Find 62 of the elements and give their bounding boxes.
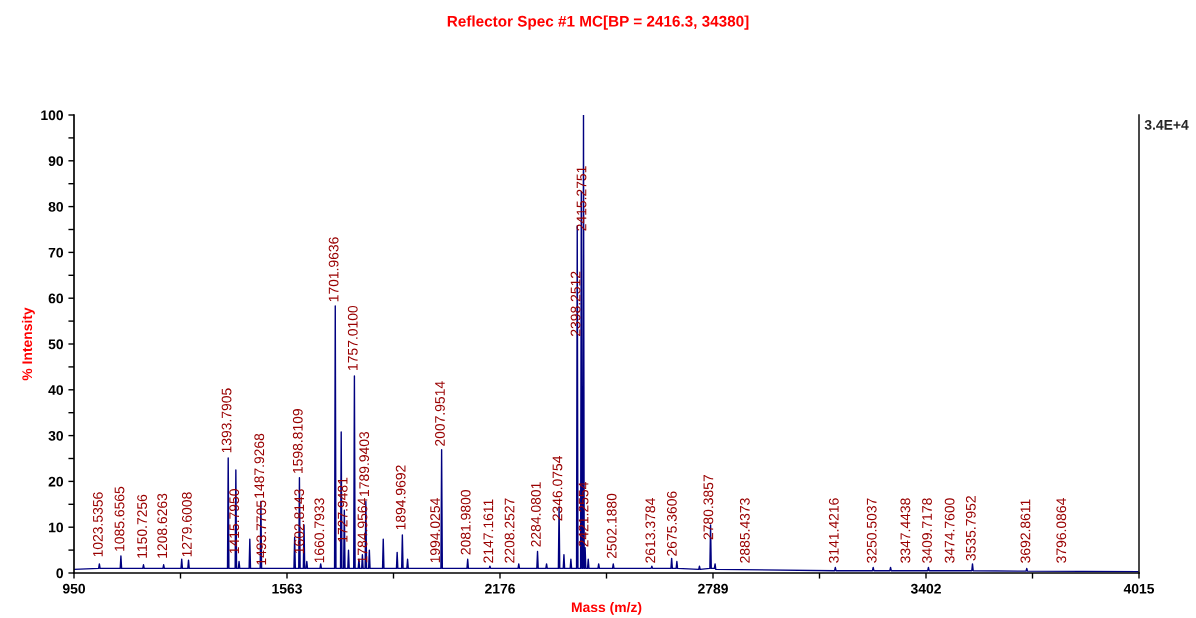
y-tick-label: 40 (48, 385, 64, 395)
annotation: 2007.9514 (435, 381, 445, 446)
annotation: 2147.1611 (483, 499, 494, 563)
y-tick-label: 100 (41, 110, 64, 121)
annotation: 2502.1880 (606, 493, 617, 559)
annotation: 2780.3857 (703, 475, 714, 540)
annotation: 2415.2751 (576, 166, 587, 231)
x-tick-label: 4015 (1123, 583, 1155, 594)
annotation: 1415.7950 (229, 489, 240, 554)
y-axis-title: % Intensity (21, 307, 35, 381)
annotation: 3409.7178 (922, 498, 932, 563)
annotation: 3347.4438 (900, 498, 911, 563)
annotation: 1023.5356 (92, 492, 103, 557)
text: 3.4E+4 (1144, 119, 1189, 130)
annotation: 3141.4216 (828, 498, 839, 563)
annotation: 2675.3606 (666, 491, 677, 556)
y-tick-label: 30 (48, 430, 64, 441)
annotation: 2081.9800 (460, 490, 471, 555)
y-tick-label: 20 (48, 476, 64, 487)
annotation: 2398.2512 (570, 271, 581, 336)
annotation: 2885.4373 (739, 498, 750, 563)
annotation: 1894.9692 (395, 465, 406, 530)
annotation: 1487.9268 (254, 433, 265, 498)
y-tick-label: 10 (49, 522, 64, 533)
y-tick-label: 60 (48, 293, 64, 304)
annotation: 3535.7952 (965, 496, 976, 561)
y-tick-label: 90 (48, 156, 64, 166)
annotation: 2346.0754 (552, 455, 563, 521)
annotation: 1150.7256 (137, 494, 147, 558)
annotation: 1393.7905 (221, 388, 232, 453)
y-tick-label: 50 (48, 339, 64, 350)
annotation: 2208.2527 (504, 498, 515, 563)
annotation: 3250.5037 (866, 498, 877, 563)
annotation: 1994.0254 (430, 498, 441, 563)
annotation: 1701.9636 (328, 237, 339, 302)
annotation: 1279.6008 (181, 492, 192, 557)
annotation: 1784.9564 (357, 498, 368, 563)
y-tick-label: 80 (48, 201, 64, 212)
annotation: 1598.8109 (292, 409, 303, 473)
annotation: 1602.8143 (294, 489, 305, 554)
x-tick-label: 2176 (485, 583, 515, 594)
annotation: 1660.7933 (314, 498, 325, 563)
y-tick-label: 70 (48, 247, 64, 258)
x-tick-label: 1563 (272, 583, 302, 594)
annotation: 3692.8611 (1020, 499, 1031, 563)
annotation: 1493.7705 (256, 500, 267, 565)
x-tick-label: 2789 (698, 583, 728, 594)
annotation: 1757.0100 (347, 305, 358, 370)
chart-title: Reflector Spec #1 MC[BP = 2416.3, 34380] (447, 15, 749, 30)
x-tick-label: 3402 (910, 583, 941, 594)
annotation: 1085.6565 (114, 486, 125, 551)
annotation: 1208.6263 (157, 493, 168, 558)
annotation: 3796.0864 (1056, 498, 1067, 563)
annotation: 2421.2554 (578, 482, 589, 547)
x-tick-label: 950 (62, 583, 86, 594)
annotation: 3474.7600 (944, 498, 955, 563)
annotation: 2284.0801 (530, 482, 541, 547)
x-axis-title: Mass (m/z) (571, 601, 642, 615)
annotation: 1789.9403 (359, 431, 370, 496)
annotation: 1727.9481 (337, 477, 348, 542)
annotation: 2613.3784 (645, 498, 656, 563)
y-tick-label: 0 (56, 568, 64, 579)
